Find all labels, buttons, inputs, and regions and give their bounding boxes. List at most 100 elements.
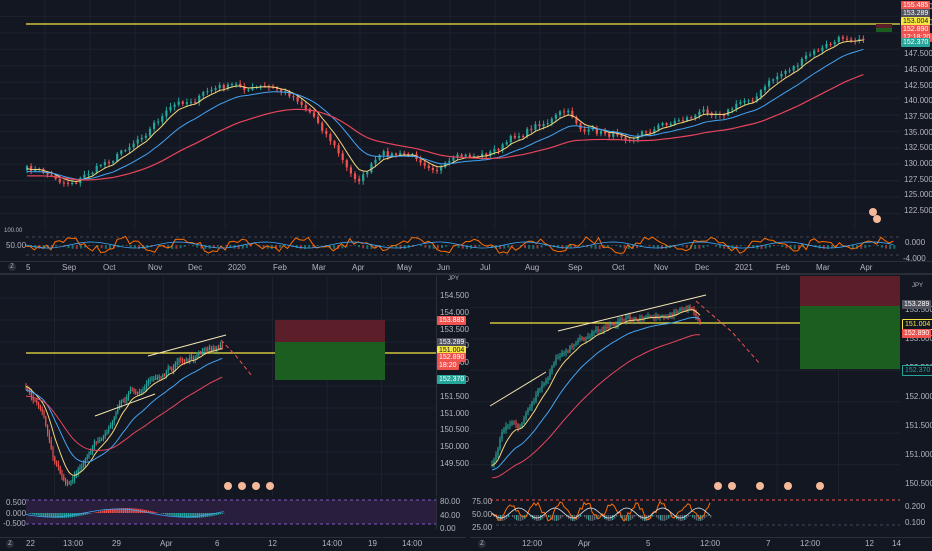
left-osc-histogram-bar [129,508,130,513]
main-osc-histogram-bar [383,245,385,246]
left-candle-body [144,388,145,390]
right-candle-body [543,383,544,385]
main-candle-body [321,123,323,131]
main-osc-histogram-bar [366,245,368,249]
left-candle-body [141,392,142,393]
main-oscillator-chart[interactable] [0,231,900,261]
left-candle-body [115,412,116,418]
main-osc-histogram-bar [507,245,509,248]
right-candle-body [499,439,500,449]
main-candle-body [821,48,823,52]
main-osc-histogram-bar [304,245,306,249]
left-candle-body [187,359,188,360]
right-osc-histogram-bar [616,515,617,517]
left-osc-histogram-bar [34,513,35,515]
left-chart-pane[interactable] [0,276,437,496]
right-osc-histogram-bar [518,515,519,521]
main-candle-body [374,160,376,164]
right-osc-histogram-bar [672,515,673,516]
right-ema-slow-line [492,335,700,478]
left-candle-body [180,359,181,360]
main-osc-histogram-bar [603,245,605,248]
main-price-label: 125.000 [904,190,932,199]
main-event-icon [873,215,881,223]
left-tag-countdown: 18:20 [437,361,459,370]
right-candle-body [595,329,596,331]
left-price-label: 150.000 [440,442,469,451]
left-candle-body [139,392,140,393]
main-candle-body [317,117,319,123]
left-price-chart[interactable] [0,276,436,496]
main-candle-body [543,124,545,126]
right-oscillator-chart[interactable] [470,497,900,529]
right-candle-body [623,320,624,321]
left-candle-body [79,468,80,469]
left-osc-histogram-bar [66,513,67,518]
right-time-label: 14 [892,539,901,548]
left-osc-histogram-bar [104,510,105,513]
pane-separator[interactable] [0,273,932,275]
main-candle-body [674,121,676,124]
left-candle-body [87,457,88,459]
left-osc-pane[interactable] [0,497,437,529]
right-candle-body [545,381,546,384]
left-candle-body [135,392,136,393]
left-candle-body [150,380,151,381]
left-zoom-icon[interactable]: Z [6,540,14,548]
right-time-label: Apr [578,539,590,548]
main-candle-body [440,167,442,170]
main-candle-body [120,151,122,154]
main-candle-body [420,159,422,163]
main-candle-body [215,88,217,90]
left-osc-histogram-bar [127,508,128,513]
left-osc-histogram-bar [174,513,175,516]
right-zoom-icon[interactable]: Z [478,540,486,548]
right-event-icon [784,482,792,490]
main-candle-body [174,105,176,107]
right-candle-body [501,432,502,439]
right-candle-body [619,319,620,321]
right-candle-body [613,324,614,325]
main-time-label: Sep [62,263,76,272]
main-candle-body [649,132,651,133]
left-osc-histogram-bar [110,509,111,513]
right-chart-pane[interactable] [470,276,900,496]
main-osc-histogram-bar [536,245,538,249]
left-osc-histogram-bar [39,513,40,516]
right-osc-histogram-bar [594,515,595,520]
right-osc-histogram-bar [694,515,695,519]
left-oscillator-chart[interactable] [0,497,436,529]
main-zoom-icon[interactable]: Z [8,263,16,271]
main-candle-body [465,155,467,157]
right-candle-body [551,366,552,372]
left-price-label: 151.000 [440,409,469,418]
main-price-chart[interactable] [0,0,900,230]
right-osc-histogram-bar [508,515,509,517]
main-ema-mid-line [27,49,863,179]
main-candle-body [169,107,171,111]
main-osc-pane[interactable] [0,231,900,261]
main-candle-body [559,111,561,114]
left-time-label: 14:00 [402,539,422,548]
right-osc-histogram-bar [656,515,657,517]
right-candle-body [541,385,542,388]
main-candle-body [666,123,668,125]
right-price-chart[interactable] [470,276,900,496]
left-candle-body [151,379,152,380]
main-candle-body [100,165,102,166]
main-candle-body [739,102,741,103]
left-osc-histogram-bar [199,513,200,518]
main-chart-pane[interactable] [0,0,900,230]
left-candle-body [90,452,91,454]
left-candle-body [205,349,206,350]
left-price-axis[interactable]: 154.500154.000153.500153.000152.500152.0… [436,276,470,496]
left-osc-histogram-bar [144,510,145,513]
main-candle-body [206,91,208,92]
left-candle-body [207,348,208,351]
right-price-axis[interactable]: 153.500153.000152.500152.000151.500151.0… [900,276,932,496]
main-osc-histogram-bar [694,245,696,249]
right-osc-pane[interactable] [470,497,900,529]
main-candle-body [194,102,196,103]
